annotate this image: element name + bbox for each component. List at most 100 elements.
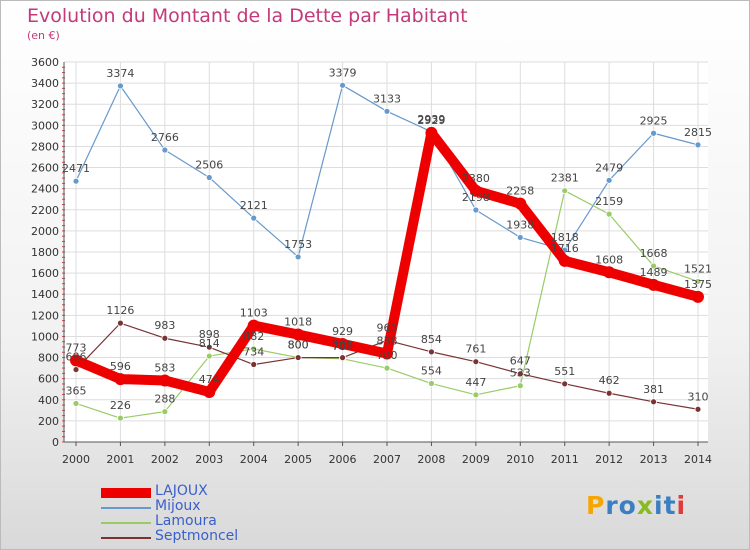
legend-swatch	[101, 488, 151, 498]
y-tick-label: 0	[52, 436, 59, 449]
data-label-lamoura: 800	[288, 339, 309, 352]
data-point-lajoux	[114, 373, 127, 386]
data-label-lamoura: 554	[421, 365, 442, 378]
data-point-lajoux	[292, 328, 305, 341]
data-label-lajoux: 1608	[595, 253, 623, 266]
data-point-septmoncel	[650, 398, 657, 406]
data-point-septmoncel	[339, 354, 346, 362]
data-label-lajoux: 2258	[506, 185, 534, 198]
data-point-mijoux	[383, 107, 391, 115]
data-label-mijoux: 2939	[417, 113, 445, 126]
x-tick-label: 2010	[506, 453, 534, 466]
data-label-septmoncel: 310	[688, 390, 709, 403]
data-point-lajoux	[603, 266, 616, 279]
x-tick-label: 2013	[640, 453, 668, 466]
y-tick-label: 2600	[31, 162, 59, 175]
data-label-septmoncel: 963	[377, 321, 398, 334]
data-point-lajoux	[425, 126, 438, 139]
data-point-mijoux	[117, 82, 124, 90]
y-tick-label: 1600	[31, 267, 59, 280]
y-tick-label: 2000	[31, 225, 59, 238]
y-tick-label: 3000	[31, 119, 59, 132]
data-point-septmoncel	[294, 354, 302, 361]
data-label-mijoux: 2121	[240, 199, 268, 212]
data-label-lajoux: 2380	[462, 172, 490, 185]
data-label-lajoux: 1489	[640, 266, 668, 279]
y-tick-label: 2200	[31, 204, 59, 217]
data-point-lajoux	[158, 374, 171, 387]
data-label-lamoura: 533	[510, 367, 531, 380]
data-point-mijoux	[516, 234, 524, 241]
data-point-mijoux	[472, 206, 480, 214]
data-label-mijoux: 2506	[195, 158, 223, 171]
data-point-lajoux	[469, 184, 482, 197]
data-point-lamoura	[250, 345, 258, 353]
x-tick-label: 2011	[551, 453, 579, 466]
data-label-lajoux: 1375	[684, 278, 712, 291]
x-tick-label: 2008	[417, 453, 445, 466]
data-point-lamoura	[117, 414, 124, 422]
data-point-lamoura	[605, 210, 613, 218]
y-tick-label: 1000	[31, 330, 59, 343]
data-point-septmoncel	[694, 405, 702, 413]
data-point-lajoux	[647, 278, 660, 291]
data-point-lamoura	[650, 262, 657, 270]
data-point-septmoncel	[205, 343, 213, 351]
x-tick-label: 2006	[329, 453, 357, 466]
data-label-lamoura: 2381	[551, 172, 579, 185]
data-label-lamoura: 1521	[684, 262, 712, 275]
data-point-lajoux	[70, 354, 82, 367]
data-point-septmoncel	[161, 334, 169, 342]
x-tick-label: 2005	[284, 453, 312, 466]
data-label-lamoura: 814	[199, 337, 220, 350]
data-label-mijoux: 2479	[595, 161, 623, 174]
data-label-septmoncel: 799	[332, 339, 353, 352]
data-label-lamoura: 365	[66, 384, 87, 397]
data-label-septmoncel: 686	[66, 351, 87, 364]
data-label-septmoncel: 381	[643, 383, 664, 396]
data-point-septmoncel	[428, 348, 435, 356]
y-tick-label: 200	[38, 415, 59, 428]
legend-swatch	[101, 537, 151, 539]
chart-subtitle: (en €)	[27, 29, 60, 42]
data-point-lamoura	[72, 400, 80, 407]
data-label-mijoux: 2471	[62, 162, 90, 175]
data-point-lajoux	[381, 347, 393, 360]
data-point-mijoux	[605, 176, 613, 184]
data-label-mijoux: 2815	[684, 126, 712, 139]
data-point-mijoux	[339, 81, 346, 89]
x-tick-label: 2003	[195, 453, 223, 466]
data-point-lamoura	[472, 391, 480, 399]
data-point-lamoura	[694, 278, 702, 285]
data-point-mijoux	[694, 141, 702, 149]
x-tick-label: 2012	[595, 453, 623, 466]
data-label-lamoura: 288	[154, 393, 175, 406]
data-label-septmoncel: 800	[288, 339, 309, 352]
data-label-lajoux: 1018	[284, 316, 312, 329]
data-point-lajoux	[558, 254, 571, 267]
data-point-septmoncel	[472, 358, 480, 366]
chart-title: Evolution du Montant de la Dette par Hab…	[27, 5, 468, 27]
data-point-septmoncel	[250, 361, 258, 368]
proxiti-logo: Proxiti	[586, 491, 687, 520]
x-tick-label: 2009	[462, 453, 490, 466]
x-tick-label: 2014	[684, 453, 712, 466]
data-label-septmoncel: 647	[510, 355, 531, 368]
data-point-septmoncel	[117, 319, 124, 327]
data-point-lamoura	[516, 382, 524, 390]
data-point-septmoncel	[605, 389, 613, 397]
data-point-septmoncel	[72, 366, 80, 373]
legend-label: Septmoncel	[155, 528, 239, 544]
y-tick-label: 600	[38, 373, 59, 386]
data-label-lajoux: 1716	[551, 242, 579, 255]
data-point-lajoux	[336, 337, 349, 350]
data-label-lajoux: 474	[199, 373, 220, 386]
data-label-lajoux: 1103	[240, 307, 268, 320]
y-tick-label: 2400	[31, 183, 59, 196]
data-label-lajoux: 583	[154, 361, 175, 374]
legend-label: Lamoura	[155, 513, 217, 529]
data-point-mijoux	[161, 146, 169, 154]
data-point-septmoncel	[516, 370, 524, 378]
data-label-lamoura: 788	[332, 340, 353, 353]
